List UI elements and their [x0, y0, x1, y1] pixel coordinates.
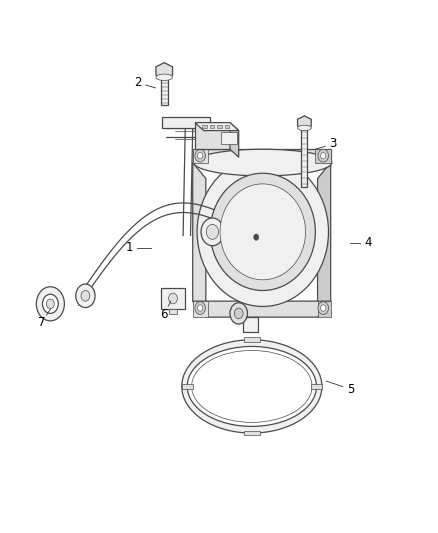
Text: 5: 5 — [347, 383, 354, 395]
Polygon shape — [297, 116, 311, 130]
Circle shape — [198, 305, 203, 311]
Circle shape — [42, 294, 58, 313]
Polygon shape — [230, 123, 239, 157]
Polygon shape — [161, 288, 185, 309]
Circle shape — [195, 302, 205, 314]
Bar — [244, 431, 259, 435]
Polygon shape — [217, 125, 222, 128]
Circle shape — [169, 293, 177, 304]
Polygon shape — [193, 163, 206, 317]
Ellipse shape — [220, 184, 305, 280]
Ellipse shape — [187, 346, 316, 426]
Circle shape — [198, 152, 203, 159]
Ellipse shape — [197, 157, 328, 306]
Polygon shape — [202, 125, 207, 128]
Circle shape — [321, 152, 326, 159]
Circle shape — [201, 218, 224, 246]
Polygon shape — [195, 123, 239, 131]
Circle shape — [318, 149, 328, 162]
Ellipse shape — [194, 149, 332, 176]
Text: 6: 6 — [160, 308, 168, 321]
Text: 1: 1 — [125, 241, 133, 254]
Polygon shape — [162, 117, 210, 128]
Ellipse shape — [156, 74, 173, 80]
Polygon shape — [210, 125, 214, 128]
Ellipse shape — [297, 125, 311, 131]
Polygon shape — [193, 301, 208, 317]
Polygon shape — [318, 163, 331, 317]
Ellipse shape — [182, 340, 322, 433]
Polygon shape — [221, 132, 237, 144]
Circle shape — [195, 149, 205, 162]
Circle shape — [234, 308, 243, 319]
Bar — [311, 384, 322, 389]
Circle shape — [36, 287, 64, 321]
Polygon shape — [169, 309, 177, 314]
Polygon shape — [225, 125, 229, 128]
Polygon shape — [193, 149, 208, 163]
Circle shape — [46, 299, 54, 309]
Polygon shape — [301, 128, 307, 187]
Polygon shape — [195, 123, 230, 149]
Circle shape — [318, 302, 328, 314]
Text: 7: 7 — [38, 316, 46, 329]
Text: 2: 2 — [134, 76, 142, 89]
Circle shape — [81, 290, 90, 301]
Circle shape — [206, 224, 219, 239]
Text: 4: 4 — [364, 236, 372, 249]
Circle shape — [76, 284, 95, 308]
Polygon shape — [161, 77, 168, 105]
Polygon shape — [193, 301, 331, 317]
Polygon shape — [193, 149, 331, 163]
Polygon shape — [243, 317, 258, 332]
Polygon shape — [315, 149, 331, 163]
Bar — [181, 384, 192, 389]
Ellipse shape — [210, 173, 315, 290]
Bar — [244, 337, 259, 342]
Text: 3: 3 — [329, 138, 336, 150]
Circle shape — [321, 305, 326, 311]
Circle shape — [254, 234, 259, 240]
Polygon shape — [318, 301, 331, 317]
Circle shape — [230, 303, 247, 324]
Polygon shape — [156, 63, 173, 79]
